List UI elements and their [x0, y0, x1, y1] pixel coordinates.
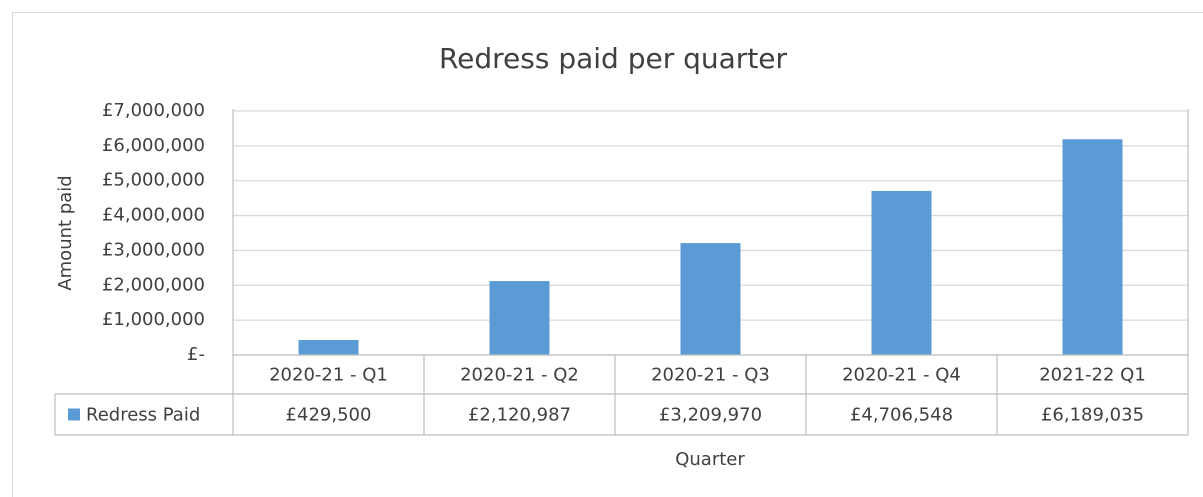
y-tick-label: £3,000,000	[102, 239, 205, 260]
x-tick-label: 2020-21 - Q3	[651, 365, 770, 386]
bar	[680, 243, 741, 355]
data-table-value: £4,706,548	[850, 405, 953, 426]
x-tick-label: 2020-21 - Q4	[842, 365, 961, 386]
x-tick-label: 2020-21 - Q1	[269, 365, 388, 386]
data-table-value: £2,120,987	[468, 405, 571, 426]
y-tick-label: £-	[187, 344, 205, 365]
x-tick-label: 2021-22 Q1	[1039, 365, 1146, 386]
y-axis-label: Amount paid	[55, 175, 76, 290]
x-axis-label: Quarter	[675, 449, 745, 470]
y-tick-label: £6,000,000	[102, 135, 205, 156]
y-tick-label: £1,000,000	[102, 309, 205, 330]
chart-title: Redress paid per quarter	[439, 42, 788, 75]
bar	[298, 340, 359, 355]
bar	[1062, 139, 1123, 355]
x-tick-label: 2020-21 - Q2	[460, 365, 579, 386]
chart-border	[12, 12, 1203, 497]
data-table-value: £429,500	[286, 405, 372, 426]
bar	[871, 190, 932, 355]
y-tick-label: £5,000,000	[102, 170, 205, 191]
y-tick-label: £7,000,000	[102, 100, 205, 121]
legend-key	[68, 408, 80, 421]
bar	[489, 281, 550, 355]
y-tick-label: £4,000,000	[102, 205, 205, 226]
data-table-value: £3,209,970	[659, 405, 762, 426]
legend-label: Redress Paid	[86, 405, 200, 426]
data-table-value: £6,189,035	[1041, 405, 1144, 426]
y-tick-label: £2,000,000	[102, 274, 205, 295]
